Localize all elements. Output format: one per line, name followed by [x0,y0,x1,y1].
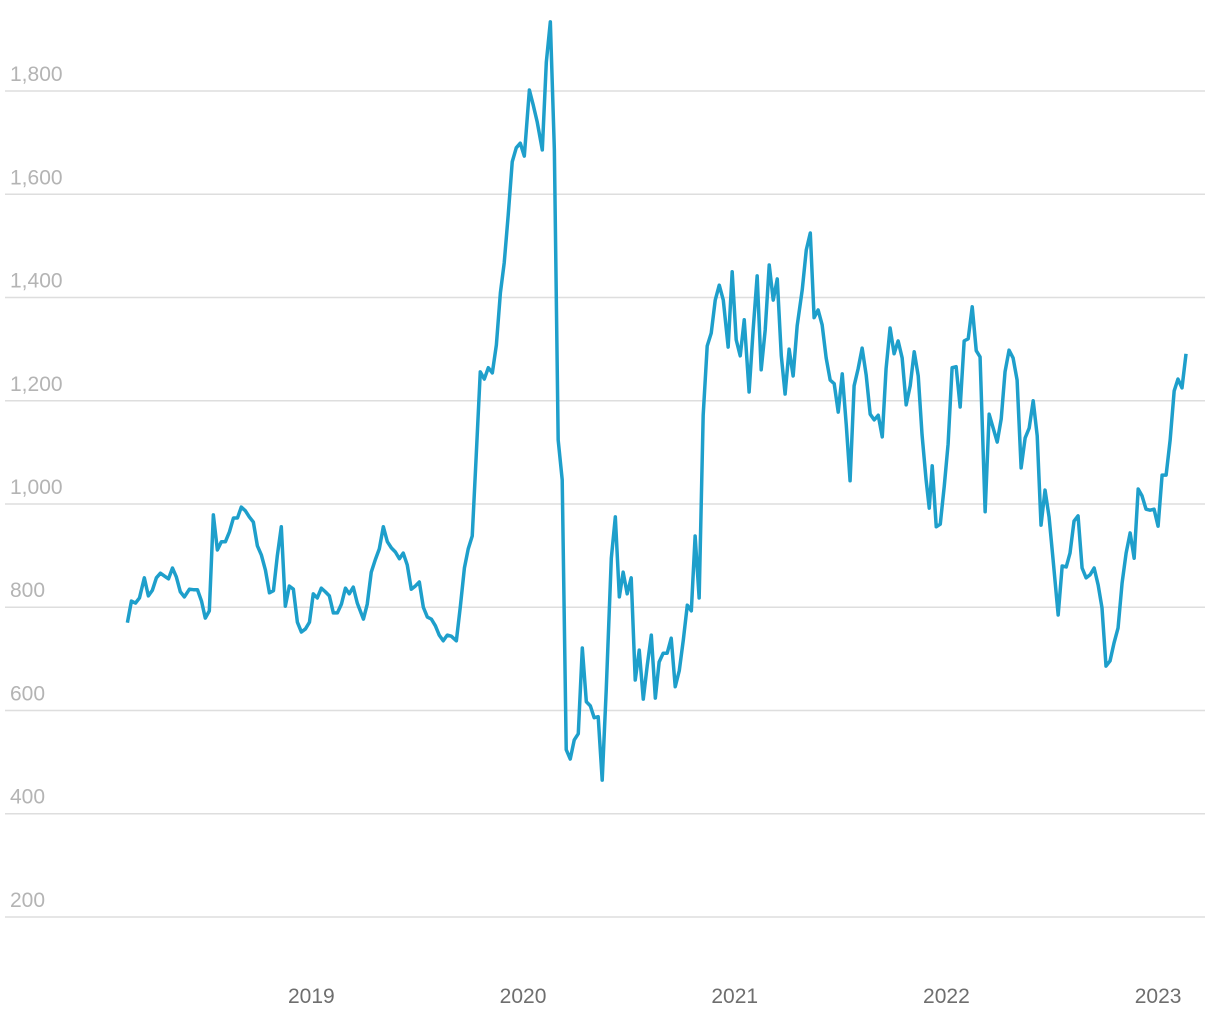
x-tick-label: 2019 [288,985,335,1008]
y-tick-label: 800 [10,579,45,602]
y-tick-label: 600 [10,682,45,705]
data-line [125,20,1188,782]
x-tick-label: 2023 [1135,985,1182,1008]
y-tick-label: 1,400 [10,270,63,293]
y-tick-label: 1,200 [10,373,63,396]
y-tick-label: 1,600 [10,166,63,189]
y-tick-label: 400 [10,786,45,809]
y-tick-label: 1,000 [10,476,63,499]
y-tick-label: 200 [10,889,45,912]
y-tick-label: 1,800 [10,63,63,86]
x-tick-label: 2022 [923,985,970,1008]
x-tick-label: 2021 [711,985,758,1008]
x-tick-label: 2020 [500,985,547,1008]
